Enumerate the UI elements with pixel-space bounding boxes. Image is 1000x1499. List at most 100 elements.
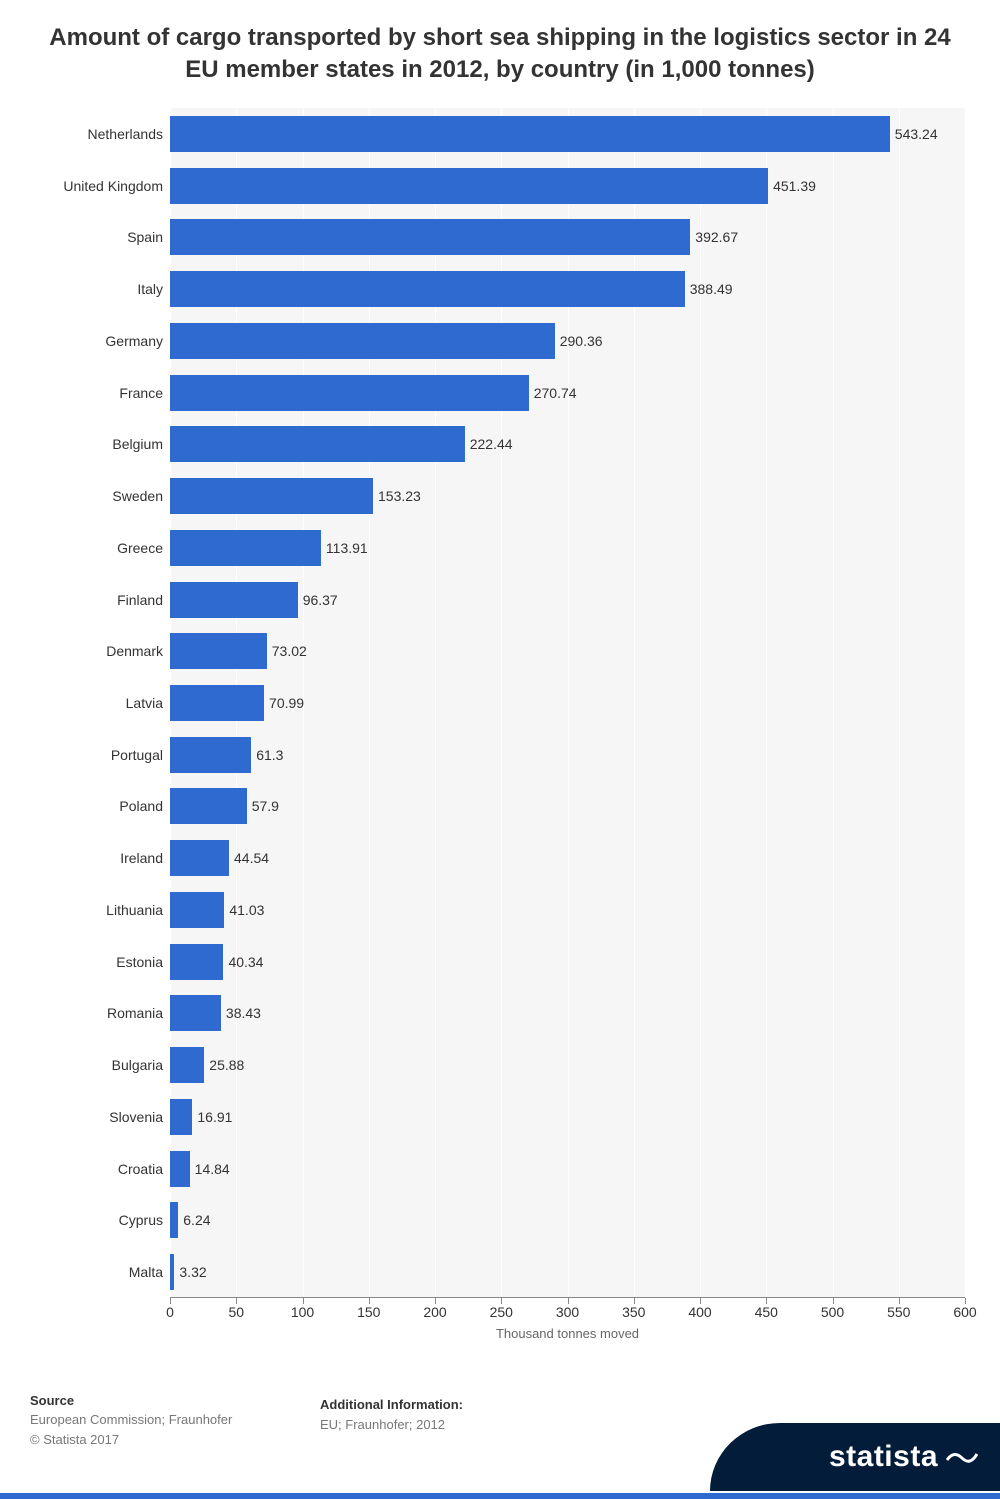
bar [170, 375, 529, 411]
bar [170, 530, 321, 566]
value-label: 222.44 [470, 436, 513, 452]
grid-line [899, 108, 900, 1297]
y-category-label: Spain [127, 229, 163, 245]
x-tick-label: 600 [953, 1304, 976, 1320]
y-category-label: Bulgaria [112, 1057, 163, 1073]
bar [170, 219, 690, 255]
value-label: 153.23 [378, 488, 421, 504]
bar [170, 1151, 190, 1187]
y-category-label: Romania [107, 1005, 163, 1021]
bar [170, 840, 229, 876]
value-label: 388.49 [690, 281, 733, 297]
x-tick-label: 200 [423, 1304, 446, 1320]
x-tick-label: 450 [755, 1304, 778, 1320]
x-tick-label: 250 [490, 1304, 513, 1320]
y-category-label: Lithuania [106, 902, 163, 918]
value-label: 38.43 [226, 1005, 261, 1021]
value-label: 25.88 [209, 1057, 244, 1073]
bar [170, 1202, 178, 1238]
value-label: 451.39 [773, 178, 816, 194]
y-category-label: Malta [129, 1264, 163, 1280]
y-category-label: Poland [119, 798, 163, 814]
source-block: Source European Commission; Fraunhofer ©… [30, 1391, 232, 1450]
value-label: 290.36 [560, 333, 603, 349]
y-category-label: Slovenia [109, 1109, 163, 1125]
y-category-label: Estonia [116, 954, 163, 970]
x-tick-label: 0 [166, 1304, 174, 1320]
bar [170, 995, 221, 1031]
x-tick-label: 300 [556, 1304, 579, 1320]
value-label: 6.24 [183, 1212, 210, 1228]
bar [170, 944, 223, 980]
additional-label: Additional Information: [320, 1395, 463, 1415]
value-label: 40.34 [228, 954, 263, 970]
x-tick-label: 500 [821, 1304, 844, 1320]
x-axis-title: Thousand tonnes moved [170, 1326, 965, 1341]
bar [170, 737, 251, 773]
x-tick-label: 150 [357, 1304, 380, 1320]
value-label: 73.02 [272, 643, 307, 659]
bar [170, 1047, 204, 1083]
y-category-label: Germany [105, 333, 163, 349]
bar [170, 168, 768, 204]
grid-line [766, 108, 767, 1297]
y-category-label: Belgium [112, 436, 163, 452]
chart-title: Amount of cargo transported by short sea… [0, 0, 1000, 97]
value-label: 41.03 [229, 902, 264, 918]
y-category-label: Portugal [111, 747, 163, 763]
copyright-text: © Statista 2017 [30, 1430, 232, 1450]
y-category-label: Cyprus [119, 1212, 163, 1228]
y-category-label: Greece [117, 540, 163, 556]
value-label: 270.74 [534, 385, 577, 401]
source-text: European Commission; Fraunhofer [30, 1410, 232, 1430]
y-category-label: United Kingdom [63, 178, 163, 194]
bar [170, 582, 298, 618]
value-label: 96.37 [303, 592, 338, 608]
y-category-label: Netherlands [88, 126, 164, 142]
source-label: Source [30, 1391, 232, 1411]
y-category-label: Croatia [118, 1161, 163, 1177]
additional-text: EU; Fraunhofer; 2012 [320, 1415, 463, 1435]
x-tick-label: 350 [622, 1304, 645, 1320]
logo-text: statista [829, 1440, 938, 1474]
y-category-label: Italy [137, 281, 163, 297]
value-label: 543.24 [895, 126, 938, 142]
x-tick-label: 550 [887, 1304, 910, 1320]
y-category-label: Sweden [112, 488, 163, 504]
bar [170, 426, 465, 462]
value-label: 16.91 [197, 1109, 232, 1125]
x-tick-label: 100 [291, 1304, 314, 1320]
value-label: 61.3 [256, 747, 283, 763]
y-category-label: Denmark [106, 643, 163, 659]
grid-line [833, 108, 834, 1297]
bar [170, 892, 224, 928]
y-category-label: France [119, 385, 163, 401]
chart-area: Thousand tonnes moved 050100150200250300… [45, 108, 965, 1333]
value-label: 44.54 [234, 850, 269, 866]
value-label: 113.91 [326, 540, 368, 556]
value-label: 392.67 [695, 229, 738, 245]
bar [170, 1099, 192, 1135]
value-label: 3.32 [179, 1264, 206, 1280]
bar [170, 685, 264, 721]
bar [170, 323, 555, 359]
bar [170, 633, 267, 669]
bar [170, 478, 373, 514]
statista-logo: statista [710, 1423, 1000, 1491]
wave-icon [946, 1446, 978, 1468]
bar [170, 788, 247, 824]
x-tick-label: 50 [228, 1304, 244, 1320]
grid-line [965, 108, 966, 1297]
bar [170, 116, 890, 152]
bar [170, 271, 685, 307]
x-tick-label: 400 [688, 1304, 711, 1320]
additional-info-block: Additional Information: EU; Fraunhofer; … [320, 1395, 463, 1434]
y-category-label: Finland [117, 592, 163, 608]
value-label: 70.99 [269, 695, 304, 711]
y-category-label: Ireland [120, 850, 163, 866]
y-category-label: Latvia [126, 695, 163, 711]
bar [170, 1254, 174, 1290]
value-label: 57.9 [252, 798, 279, 814]
bottom-accent-line [0, 1493, 1000, 1499]
value-label: 14.84 [195, 1161, 230, 1177]
